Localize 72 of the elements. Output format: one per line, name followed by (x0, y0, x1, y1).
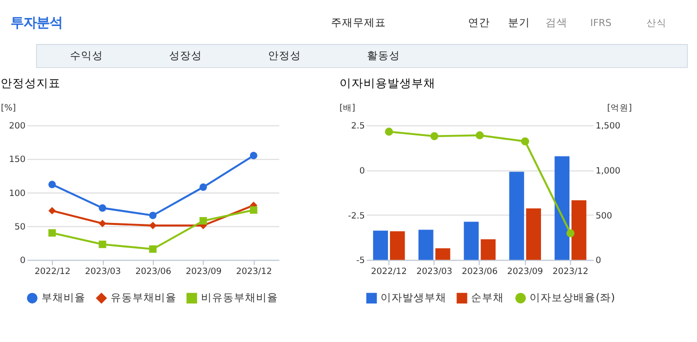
y2-tick-label: 0 (596, 256, 602, 266)
point (476, 131, 484, 140)
legend-label: 순부채 (471, 292, 504, 304)
text: 분기 (508, 17, 530, 30)
chart-title: 이자비용발생부채 (339, 76, 436, 90)
y-tick-label: -2.5 (348, 211, 365, 222)
bar (571, 200, 586, 260)
y-axis-title: [%] (0, 103, 16, 114)
point (48, 229, 56, 237)
bar (480, 239, 496, 260)
x-tick-label: 2023/09 (186, 266, 222, 277)
legend-label: 이자발생부채 (380, 292, 447, 304)
y2-axis-title: [억원] (607, 103, 632, 114)
bar (390, 231, 405, 260)
bar (418, 230, 434, 260)
bar (526, 208, 541, 260)
text: 성장성 (169, 50, 202, 62)
x-tick-label: 2023/06 (135, 266, 172, 277)
text: 주재무제표 (331, 17, 386, 30)
bar (373, 230, 388, 260)
text: 활동성 (367, 50, 400, 62)
y-tick-label: 200 (8, 122, 26, 132)
bar (464, 222, 479, 260)
point (149, 245, 157, 253)
text: 투자분석 (10, 16, 63, 32)
point (566, 229, 575, 238)
point (200, 217, 207, 225)
text: IFRS (590, 18, 612, 30)
y-tick-label: 100 (8, 188, 26, 199)
chart-title: 안정성지표 (0, 76, 60, 90)
y-tick-label: 0 (20, 256, 26, 266)
y-tick-label: 50 (14, 222, 26, 233)
point (250, 206, 258, 214)
text: 검색 (546, 17, 568, 30)
x-tick-label: 2023/12 (552, 266, 588, 277)
y-tick-label: 2.5 (351, 122, 365, 132)
x-tick-label: 2023/03 (85, 266, 121, 277)
point (250, 152, 258, 160)
text: 안정성 (268, 50, 302, 62)
point (48, 180, 56, 188)
bar (435, 248, 450, 260)
point (521, 137, 530, 146)
y-tick-label: 0 (359, 166, 365, 176)
legend-label: 부채비율 (41, 292, 86, 304)
point (48, 206, 56, 214)
y2-tick-label: 1,000 (596, 166, 620, 176)
point (384, 128, 393, 136)
y2-tick-label: 500 (596, 211, 612, 222)
x-tick-label: 2023/06 (462, 266, 498, 277)
x-tick-label: 2023/12 (236, 266, 272, 277)
point (430, 132, 438, 140)
legend-label: 유동부채비율 (110, 292, 177, 304)
text: 수익성 (70, 50, 104, 62)
bar (509, 172, 524, 260)
point (149, 212, 157, 220)
y-tick-label: 150 (8, 155, 26, 166)
y-axis-title: [배] (339, 103, 356, 114)
legend-label: 비유동부채비율 (200, 292, 278, 304)
x-tick-label: 2022/12 (34, 266, 71, 277)
point (98, 204, 106, 212)
x-tick-label: 2023/09 (507, 266, 544, 277)
point (98, 240, 106, 248)
x-tick-label: 2023/03 (416, 266, 452, 277)
bar (554, 156, 570, 260)
y-tick-label: -5 (356, 256, 365, 266)
legend-label: 이자보상배율(좌) (530, 292, 615, 304)
text: 연간 (468, 17, 490, 30)
x-tick-label: 2022/12 (371, 266, 407, 277)
point (200, 183, 207, 191)
y2-tick-label: 1,500 (596, 122, 620, 132)
point (98, 220, 106, 228)
text: 산식 (646, 18, 667, 30)
